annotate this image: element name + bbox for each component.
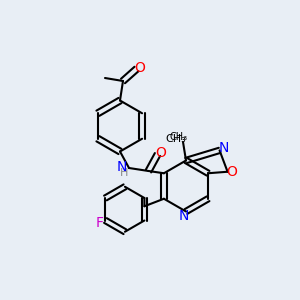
Text: N: N bbox=[178, 209, 189, 223]
Text: N: N bbox=[116, 160, 127, 174]
Text: O: O bbox=[135, 61, 146, 74]
Text: CH₃: CH₃ bbox=[169, 131, 188, 142]
Text: CH₃: CH₃ bbox=[165, 134, 186, 144]
Text: F: F bbox=[96, 216, 104, 230]
Text: O: O bbox=[156, 146, 167, 160]
Text: N: N bbox=[218, 141, 229, 155]
Text: H: H bbox=[120, 168, 128, 178]
Text: O: O bbox=[226, 165, 237, 179]
